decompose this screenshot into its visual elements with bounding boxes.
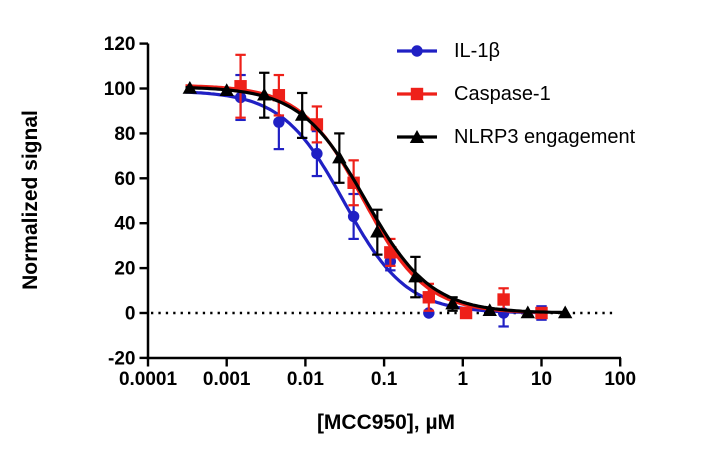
legend-item-caspase1: Caspase-1 bbox=[397, 81, 635, 107]
circle-marker-icon bbox=[397, 45, 437, 57]
triangle-marker-icon bbox=[397, 130, 437, 143]
data-point-triangle bbox=[182, 81, 198, 94]
x-tick-label: 10 bbox=[531, 369, 552, 390]
y-tick-label: -20 bbox=[108, 348, 135, 369]
data-point-triangle bbox=[408, 269, 423, 283]
data-point-square bbox=[422, 291, 436, 304]
x-axis-tick-labels: 0.0001 0.001 0.01 0.1 1 10 100 bbox=[119, 369, 636, 390]
y-axis-title: Normalized signal bbox=[19, 110, 42, 290]
legend-label-il1b: IL-1β bbox=[454, 39, 500, 62]
markers-nlrp3 bbox=[182, 81, 573, 319]
legend-triangle-glyph bbox=[409, 130, 425, 143]
legend-circle-glyph bbox=[411, 45, 423, 57]
data-point-square bbox=[384, 246, 397, 259]
legend: IL-1β Caspase-1 NLRP3 engagement bbox=[397, 38, 635, 167]
y-tick-label: 80 bbox=[114, 124, 135, 145]
x-tick-label: 1 bbox=[458, 369, 469, 390]
x-axis-ticks bbox=[146, 358, 622, 367]
x-axis-title: [MCC950], µM bbox=[316, 411, 456, 434]
y-tick-label: 40 bbox=[114, 214, 135, 235]
data-point-square bbox=[497, 293, 510, 306]
data-point-circle bbox=[347, 210, 360, 223]
legend-item-nlrp3: NLRP3 engagement bbox=[397, 124, 635, 150]
y-tick-label: 120 bbox=[104, 34, 136, 55]
x-tick-label: 100 bbox=[604, 369, 636, 390]
data-point-triangle bbox=[332, 150, 347, 164]
y-axis-ticks bbox=[139, 42, 148, 360]
data-point-circle bbox=[273, 116, 285, 128]
x-tick-label: 0.1 bbox=[371, 369, 398, 390]
data-point-circle bbox=[311, 147, 323, 160]
x-tick-label: 0.001 bbox=[203, 369, 251, 390]
legend-label-caspase1: Caspase-1 bbox=[454, 82, 551, 105]
legend-item-il1b: IL-1β bbox=[397, 38, 635, 64]
square-marker-icon bbox=[397, 87, 437, 101]
y-tick-label: 20 bbox=[114, 259, 135, 280]
fit-curve-nlrp3 bbox=[185, 86, 566, 315]
data-point-square bbox=[310, 118, 324, 131]
y-tick-label: 60 bbox=[114, 169, 135, 190]
y-tick-label: 0 bbox=[125, 304, 136, 325]
legend-square-glyph bbox=[410, 87, 424, 101]
y-tick-label: 100 bbox=[104, 79, 136, 100]
data-point-triangle bbox=[557, 305, 573, 319]
data-point-triangle bbox=[482, 303, 497, 317]
y-axis-tick-labels: 120 100 80 60 40 20 0 -20 bbox=[104, 34, 136, 369]
x-tick-label: 0.01 bbox=[287, 369, 324, 390]
data-point-triangle bbox=[520, 305, 536, 319]
data-point-triangle bbox=[294, 107, 310, 121]
data-point-square bbox=[272, 89, 286, 102]
series-nlrp3 bbox=[182, 71, 573, 319]
data-point-square bbox=[459, 306, 473, 320]
data-point-square bbox=[234, 80, 247, 93]
data-point-triangle bbox=[257, 87, 272, 101]
legend-label-nlrp3: NLRP3 engagement bbox=[454, 125, 636, 148]
x-tick-label: 0.0001 bbox=[119, 369, 178, 390]
data-point-triangle bbox=[219, 83, 234, 97]
data-point-triangle bbox=[370, 224, 385, 238]
data-point-triangle bbox=[445, 296, 460, 310]
